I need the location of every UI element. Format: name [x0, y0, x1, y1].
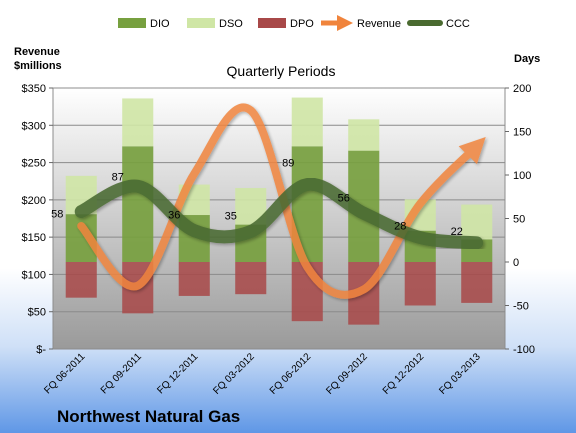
ccc-data-label: 28	[394, 221, 406, 233]
ccc-data-label: 22	[451, 226, 463, 238]
bar-dpo	[178, 262, 210, 296]
legend-swatch-dio	[118, 18, 146, 28]
x-tick-label: FQ 12-2011	[155, 351, 200, 396]
company-name: Northwest Natural Gas	[57, 407, 240, 426]
ccc-data-label: 58	[51, 209, 63, 221]
ccc-data-label: 56	[338, 192, 350, 204]
x-tick-label: FQ 06-2011	[42, 351, 87, 396]
ccc-data-label: 89	[282, 158, 294, 170]
y-left-tick-label: $300	[22, 120, 46, 132]
y-right-tick-label: -100	[513, 344, 535, 356]
x-tick-label: FQ 03-2012	[211, 351, 257, 397]
ccc-data-labels: 58 87 36 35 89 56 28 22	[51, 158, 463, 238]
y-right-tick-label: 50	[513, 214, 525, 226]
y-left-tick-label: $100	[22, 269, 46, 281]
lines	[74, 103, 486, 299]
bar-dso	[122, 98, 154, 147]
legend: DIO DSO DPO Revenue CCC	[118, 14, 470, 32]
bar-dso	[461, 204, 493, 240]
y-left-tick-label: $350	[22, 83, 46, 95]
y-left-tick-label: $250	[22, 158, 46, 170]
y-right-tick-label: 100	[513, 170, 531, 182]
x-tick-label: FQ 09-2011	[99, 351, 144, 396]
y-right-tick-label: 200	[513, 83, 531, 95]
legend-label-dso: DSO	[219, 18, 243, 30]
y-left-tick-label: $200	[22, 195, 46, 207]
ccc-data-label: 35	[225, 211, 237, 223]
y-right-tick-label: 0	[513, 257, 519, 269]
x-tick-label: FQ 09-2012	[324, 351, 370, 397]
y-left-tick-label: $50	[28, 307, 46, 319]
y-left-tick-label: $150	[22, 232, 46, 244]
y-right-tick-label: -50	[513, 301, 529, 313]
legend-label-revenue: Revenue	[357, 18, 401, 30]
bar-dso	[291, 97, 323, 147]
bar-dpo	[461, 262, 493, 303]
x-tick-label: FQ 12-2012	[381, 351, 427, 397]
plot-area	[52, 87, 506, 350]
bar-dpo	[65, 262, 97, 298]
x-tick-label: FQ 03-2013	[437, 351, 483, 397]
y-right-tick-label: 150	[513, 127, 531, 139]
chart-title: Quarterly Periods	[227, 63, 336, 79]
y-left-label-line2: $millions	[14, 60, 62, 72]
legend-label-dpo: DPO	[290, 18, 314, 30]
legend-swatch-dso	[187, 18, 215, 28]
bar-dso	[348, 119, 380, 151]
legend-label-dio: DIO	[150, 18, 170, 30]
ccc-data-label: 36	[168, 210, 180, 222]
x-tick-label: FQ 06-2012	[268, 351, 314, 397]
bar-dpo	[235, 262, 267, 295]
legend-label-ccc: CCC	[446, 18, 470, 30]
bar-dpo	[404, 262, 436, 306]
y-left-tick-label: $-	[36, 344, 46, 356]
legend-swatch-dpo	[258, 18, 286, 28]
bar-dio	[122, 146, 154, 262]
ccc-line	[74, 177, 484, 250]
y-right-label: Days	[514, 53, 540, 65]
ccc-data-label: 87	[112, 171, 124, 183]
y-left-label-line1: Revenue	[14, 46, 60, 58]
